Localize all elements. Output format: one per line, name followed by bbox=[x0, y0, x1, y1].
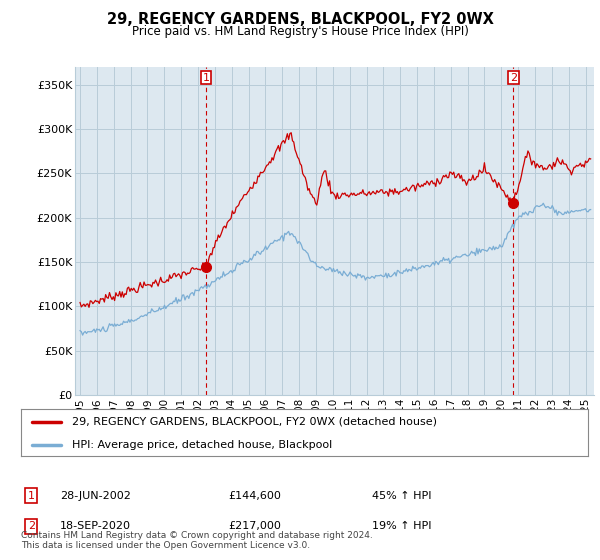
Text: 18-SEP-2020: 18-SEP-2020 bbox=[60, 521, 131, 531]
Text: 45% ↑ HPI: 45% ↑ HPI bbox=[372, 491, 431, 501]
Text: HPI: Average price, detached house, Blackpool: HPI: Average price, detached house, Blac… bbox=[72, 440, 332, 450]
Text: 28-JUN-2002: 28-JUN-2002 bbox=[60, 491, 131, 501]
Text: 1: 1 bbox=[28, 491, 35, 501]
Text: Contains HM Land Registry data © Crown copyright and database right 2024.
This d: Contains HM Land Registry data © Crown c… bbox=[21, 530, 373, 550]
Text: £217,000: £217,000 bbox=[228, 521, 281, 531]
Text: £144,600: £144,600 bbox=[228, 491, 281, 501]
Text: 19% ↑ HPI: 19% ↑ HPI bbox=[372, 521, 431, 531]
Text: 29, REGENCY GARDENS, BLACKPOOL, FY2 0WX (detached house): 29, REGENCY GARDENS, BLACKPOOL, FY2 0WX … bbox=[72, 417, 437, 427]
Text: 2: 2 bbox=[510, 73, 517, 83]
Text: 29, REGENCY GARDENS, BLACKPOOL, FY2 0WX: 29, REGENCY GARDENS, BLACKPOOL, FY2 0WX bbox=[107, 12, 493, 27]
Text: Price paid vs. HM Land Registry's House Price Index (HPI): Price paid vs. HM Land Registry's House … bbox=[131, 25, 469, 38]
Text: 1: 1 bbox=[203, 73, 210, 83]
Text: 2: 2 bbox=[28, 521, 35, 531]
